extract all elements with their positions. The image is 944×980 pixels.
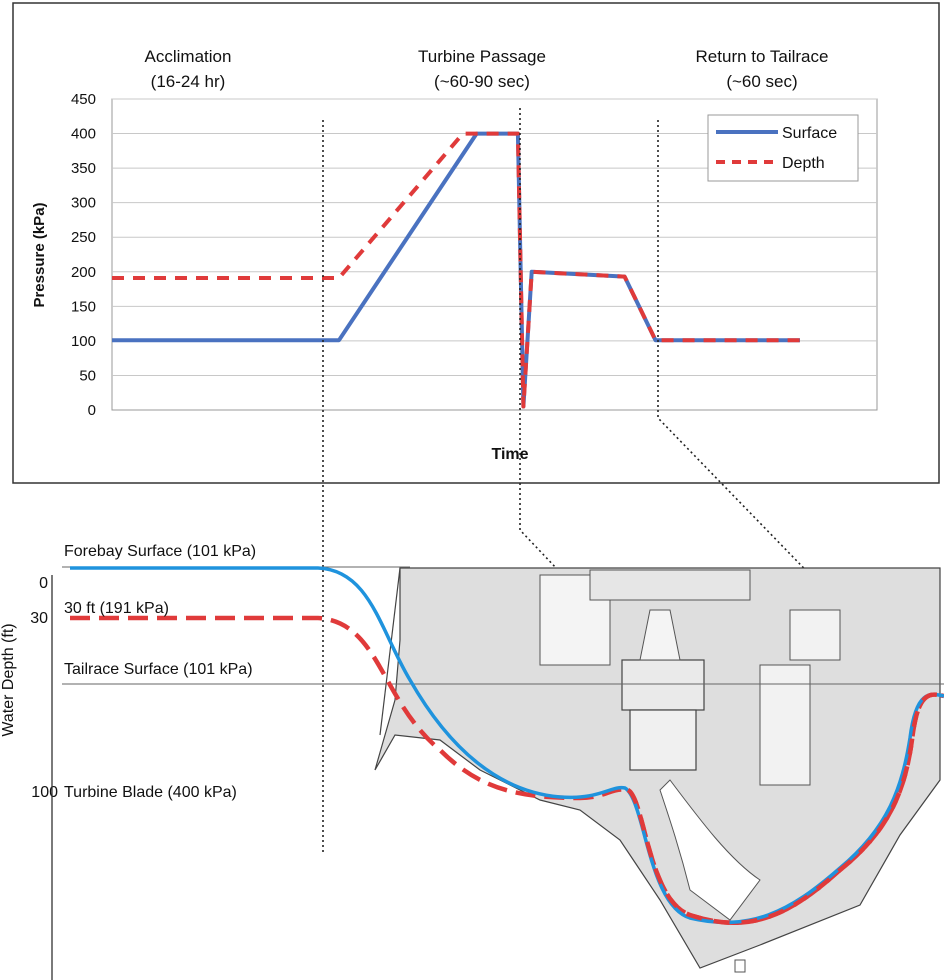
legend-label-depth: Depth xyxy=(782,155,825,172)
powerhouse-roof xyxy=(589,569,751,601)
y-tick-label: 400 xyxy=(71,126,96,143)
tailrace-gate xyxy=(789,609,841,661)
crane-housing xyxy=(639,609,681,661)
depth-tick-100: 100 xyxy=(31,784,58,801)
phase-label-return: Return to Tailrace xyxy=(696,47,829,66)
tailrace-deck xyxy=(759,664,811,786)
phase-sublabel-acclimation: (16-24 hr) xyxy=(151,72,226,91)
y-tick-label: 150 xyxy=(71,298,96,315)
legend-label-surface: Surface xyxy=(782,125,837,142)
dam-schematic xyxy=(374,567,941,973)
y-tick-label: 350 xyxy=(71,160,96,177)
phase-label-acclimation: Acclimation xyxy=(145,47,232,66)
y-tick-label: 300 xyxy=(71,195,96,212)
depth-tick-30: 30 xyxy=(30,610,48,627)
y-tick-label: 100 xyxy=(71,333,96,350)
draft-tube xyxy=(659,779,761,921)
series-line-depth xyxy=(112,131,800,409)
legend: Surface Depth xyxy=(707,114,859,182)
legend-box xyxy=(707,114,859,182)
depth-axis-label: Water Depth (ft) xyxy=(0,623,17,736)
y-tick-label: 50 xyxy=(79,367,96,384)
turbine-pit xyxy=(629,709,697,771)
phase-sublabel-return: (~60 sec) xyxy=(726,72,797,91)
level-label-30ft: 30 ft (191 kPa) xyxy=(64,600,169,617)
y-tick-label: 250 xyxy=(71,229,96,246)
y-tick-label: 200 xyxy=(71,264,96,281)
y-tick-label: 450 xyxy=(71,91,96,108)
phase-sublabel-turbine: (~60-90 sec) xyxy=(434,72,530,91)
generator-housing xyxy=(621,659,705,711)
outlet-block xyxy=(734,959,746,973)
dam-upstream-face xyxy=(379,567,401,736)
depth-tick-0: 0 xyxy=(39,575,48,592)
schematic-labels: Forebay Surface (101 kPa) 30 ft (191 kPa… xyxy=(0,543,256,801)
level-label-turbine-blade: Turbine Blade (400 kPa) xyxy=(64,784,237,801)
x-axis-label: Time xyxy=(491,446,528,463)
depth-fish-path-downstream xyxy=(626,692,944,925)
series-lines xyxy=(112,131,800,409)
level-label-forebay: Forebay Surface (101 kPa) xyxy=(64,543,256,560)
y-axis-label: Pressure (kPa) xyxy=(31,202,48,307)
surface-fish-path xyxy=(70,566,944,925)
level-label-tailrace: Tailrace Surface (101 kPa) xyxy=(64,661,253,678)
depth-fish-path xyxy=(70,615,944,925)
y-tick-labels: 0 50 100 150 200 250 300 350 400 450 xyxy=(71,91,96,419)
y-tick-label: 0 xyxy=(88,402,96,419)
phase-labels: Acclimation (16-24 hr) Turbine Passage (… xyxy=(145,47,829,91)
phase-label-turbine: Turbine Passage xyxy=(418,47,546,66)
